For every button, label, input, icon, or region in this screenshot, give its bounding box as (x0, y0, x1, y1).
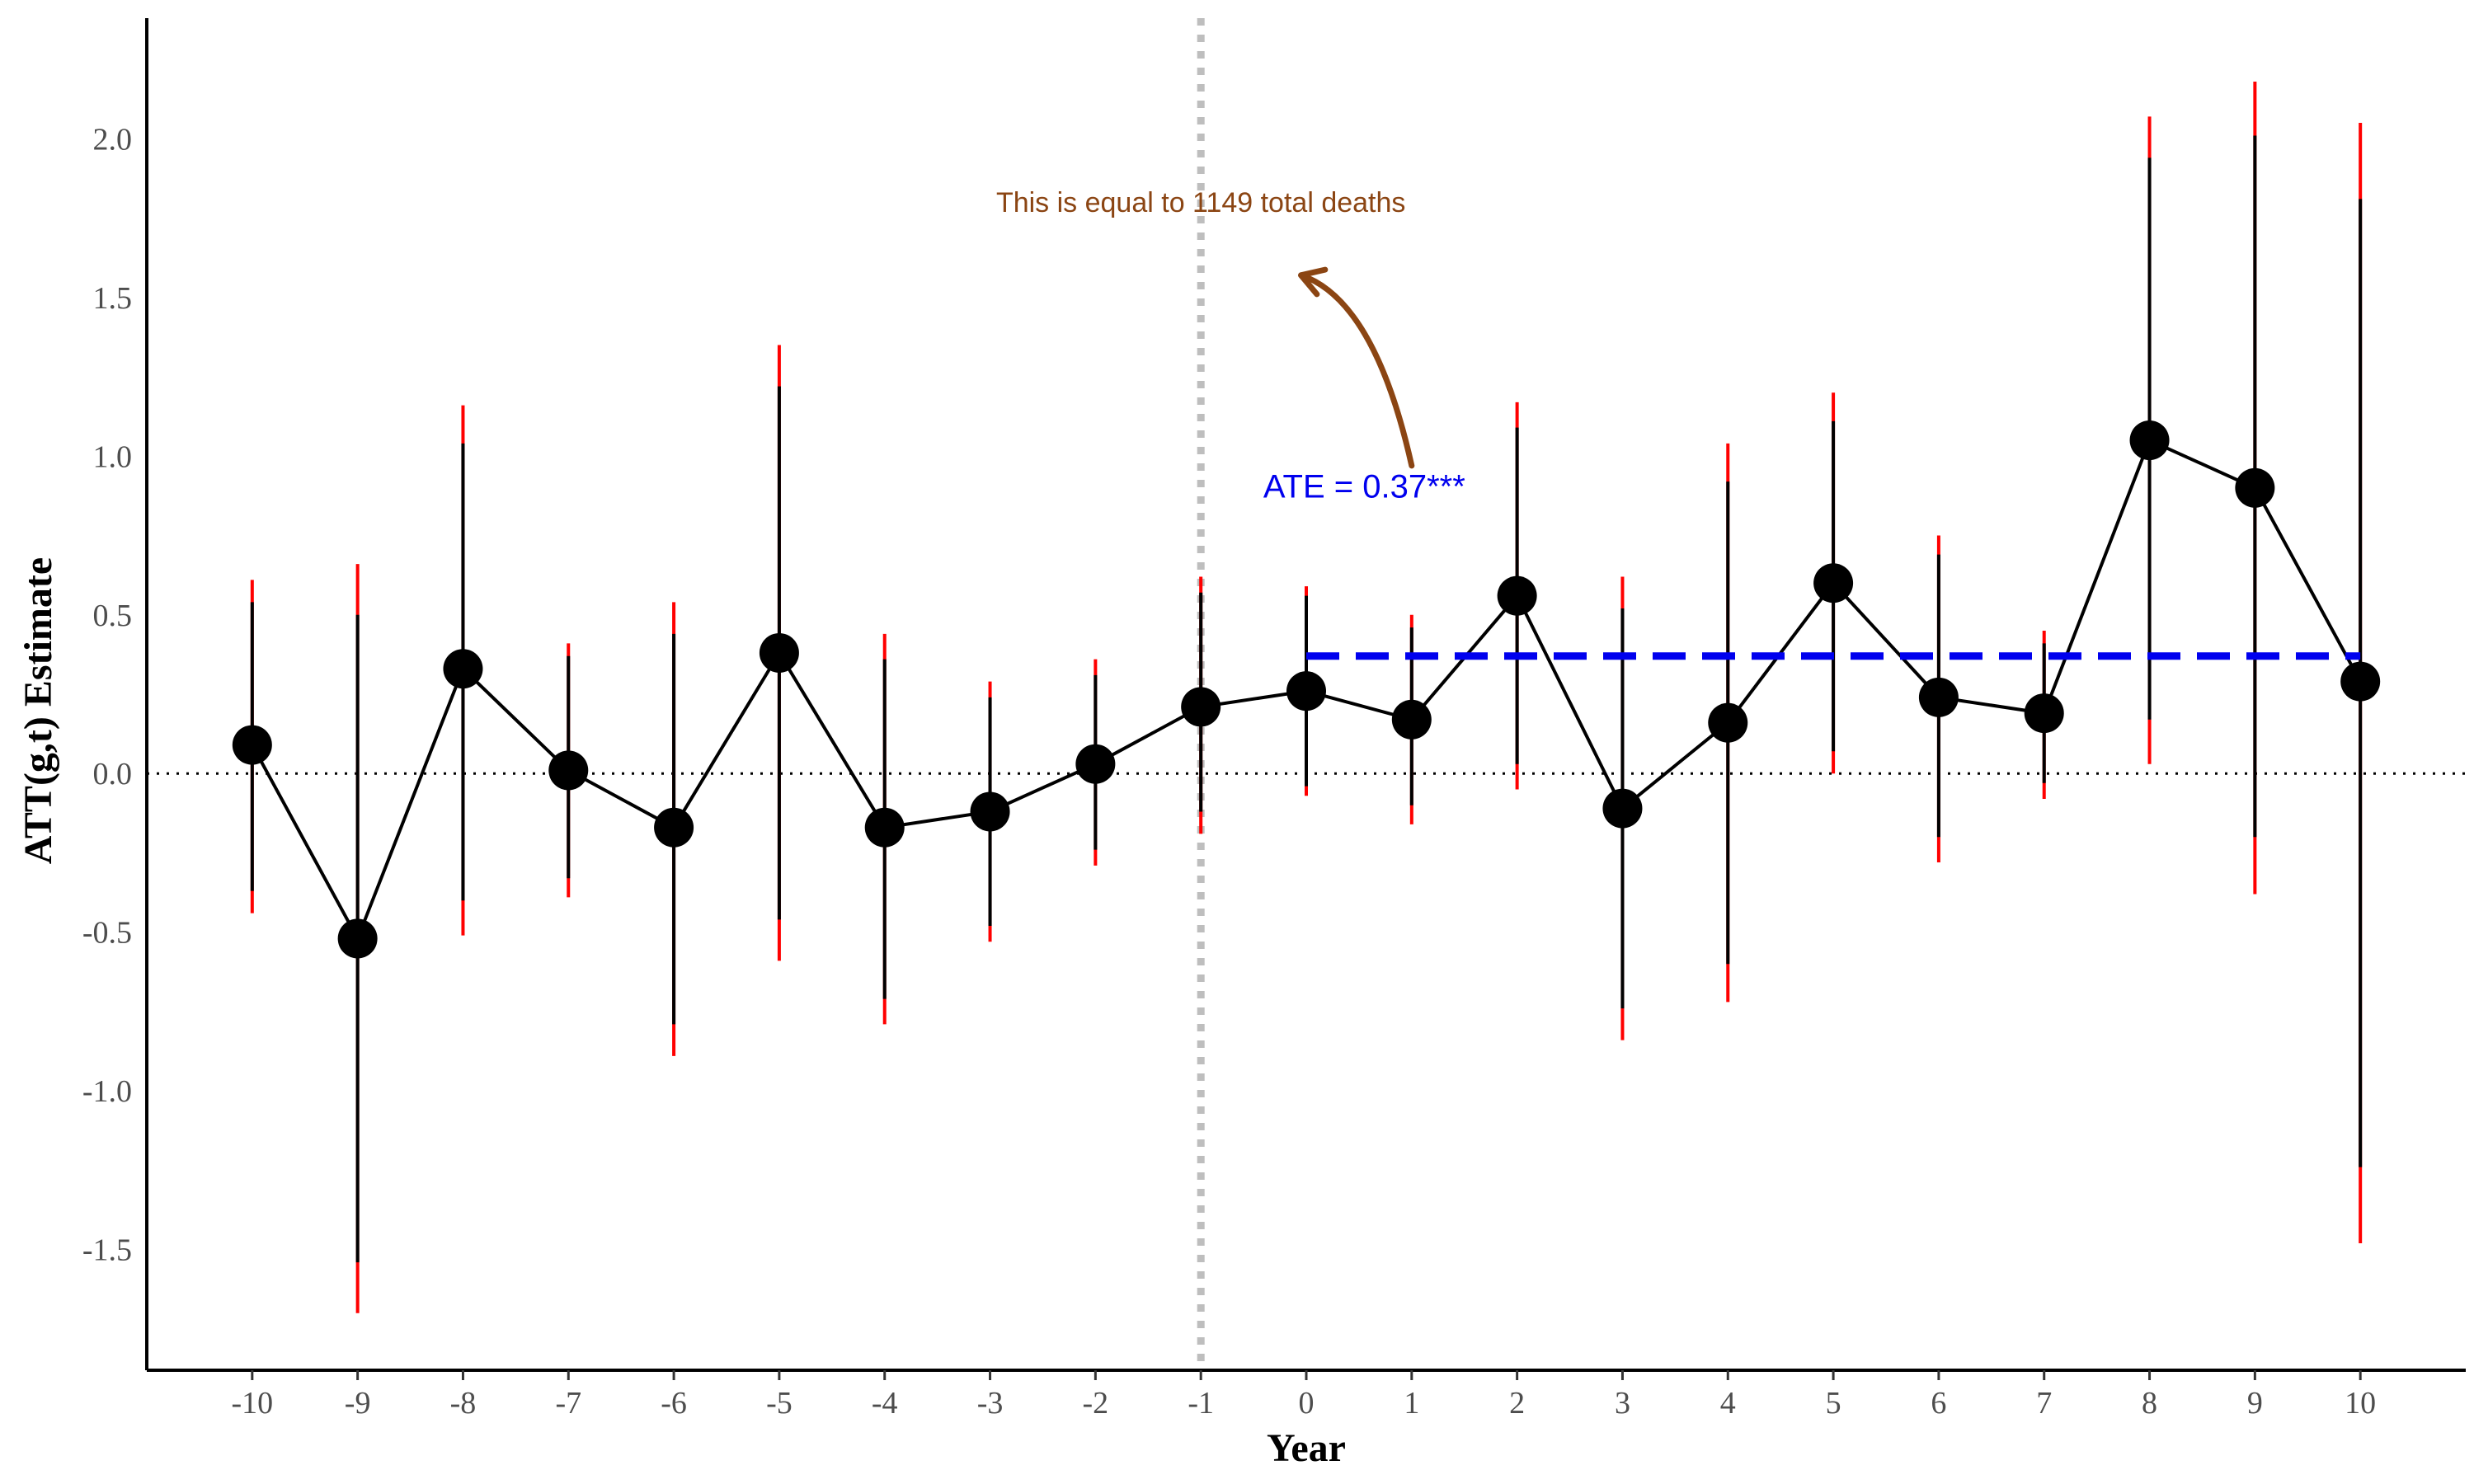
y-axis-title: ATT(g,t) Estimate (16, 557, 60, 864)
estimate-points (232, 420, 2381, 959)
x-tick-label: 2 (1509, 1386, 1525, 1421)
estimate-point (864, 807, 905, 848)
annotation-arrow-head (1298, 266, 1329, 298)
estimate-point (548, 750, 589, 791)
estimate-point (443, 649, 483, 689)
x-axis-title: Year (1267, 1426, 1346, 1470)
x-tick-label: -9 (345, 1386, 371, 1421)
y-tick-label: 2.0 (93, 122, 133, 157)
x-tick-label: 3 (1615, 1386, 1630, 1421)
estimate-point (1708, 702, 1748, 743)
estimate-point (970, 791, 1010, 832)
x-tick-label: 10 (2345, 1386, 2376, 1421)
axis-layer: -1.5-1.0-0.50.00.51.01.52.0 -10 -9 -8 -7 -6-… (82, 18, 2466, 1421)
x-tick-label: 5 (1826, 1386, 1841, 1421)
x-tick-label: 4 (1720, 1386, 1736, 1421)
x-tick-label: 0 (1299, 1386, 1315, 1421)
x-tick-label: 6 (1931, 1386, 1946, 1421)
x-tick-label: -6 (661, 1386, 687, 1421)
x-tick-label: -4 (872, 1386, 898, 1421)
estimate-point (759, 632, 799, 673)
x-tick-label: -2 (1083, 1386, 1109, 1421)
x-tick-label: 8 (2142, 1386, 2157, 1421)
y-tick-label: 0.0 (93, 757, 133, 791)
estimate-point (337, 918, 378, 959)
y-tick-label: 1.0 (93, 439, 133, 474)
x-ticks: -10 -9 -8 -7 -6 -5 -4 -3 -2 -1 0 1 2 3 4 5 6 7 8 9 10 (231, 1370, 2376, 1421)
x-tick-label: -8 (450, 1386, 477, 1421)
estimate-point (1918, 677, 1959, 717)
x-tick-label: 7 (2036, 1386, 2052, 1421)
y-ticks: -1.5 -1.0 -0.5 0.0 0.5 1.0 1.5 2.0 (82, 122, 132, 1267)
estimate-point (2024, 693, 2064, 734)
estimate-point (1075, 744, 1116, 784)
estimate-point (1602, 788, 1643, 829)
x-tick-label: -1 (1188, 1386, 1214, 1421)
x-tick-label: -5 (766, 1386, 793, 1421)
annotation-arrow-shaft (1298, 272, 1415, 469)
x-tick-label: 1 (1404, 1386, 1419, 1421)
estimate-point (1813, 563, 1854, 603)
x-tick-label: 9 (2247, 1386, 2263, 1421)
x-tick-label: -3 (977, 1386, 1004, 1421)
estimate-point (1497, 575, 1537, 616)
estimate-point (232, 725, 272, 765)
y-tick-label: -1.0 (82, 1074, 132, 1109)
ate-label: ATE = 0.37*** (1263, 468, 1465, 505)
estimate-point (2129, 420, 2170, 461)
x-tick-label: -7 (555, 1386, 581, 1421)
estimate-point (1286, 671, 1326, 711)
y-tick-label: 0.5 (93, 599, 133, 633)
estimate-point (2340, 661, 2381, 702)
y-tick-label: 1.5 (93, 281, 133, 316)
y-tick-label: -1.5 (82, 1233, 132, 1268)
estimate-point (1181, 687, 1221, 727)
axis-titles: Year ATT(g,t) Estimate (16, 557, 1346, 1470)
deaths-annotation: This is equal to 1149 total deaths (996, 187, 1405, 218)
estimate-point (2235, 467, 2275, 508)
x-tick-label: -10 (231, 1386, 273, 1421)
annotation-layer: This is equal to 1149 total deaths ATE = … (996, 187, 1465, 505)
estimate-point (1391, 699, 1432, 740)
y-tick-label: -0.5 (82, 916, 132, 951)
estimate-point (654, 807, 694, 848)
